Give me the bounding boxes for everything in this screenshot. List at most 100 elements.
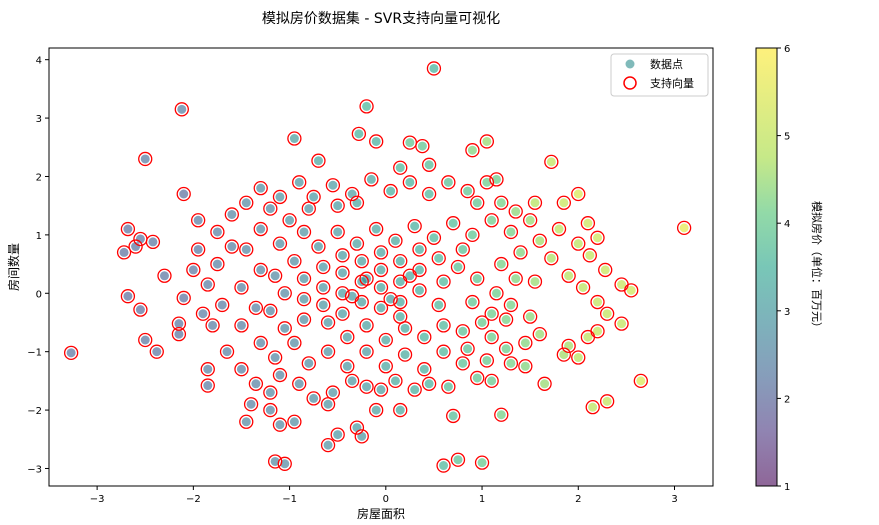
support-vector-marker [171, 316, 187, 331]
support-vector-marker [580, 216, 596, 231]
data-point [376, 265, 386, 275]
data-point [299, 294, 309, 304]
support-vector-marker [544, 251, 559, 266]
data-point [188, 265, 198, 275]
data-point [371, 136, 381, 146]
data-point [66, 348, 76, 358]
data-point [520, 338, 530, 348]
support-vector-marker [344, 289, 360, 304]
support-vector-marker [498, 341, 514, 356]
support-vector-marker [176, 290, 191, 306]
support-vector-marker [508, 204, 523, 219]
support-vector-marker [157, 268, 172, 283]
data-point [177, 104, 187, 114]
data-point [289, 134, 299, 144]
data-point [323, 440, 333, 450]
data-point [357, 297, 367, 307]
data-point [227, 209, 237, 219]
support-vector-marker [138, 151, 153, 167]
data-point [256, 183, 266, 193]
data-point [236, 320, 246, 330]
colorbar-gradient [755, 47, 778, 487]
data-point [626, 285, 636, 295]
x-tick-label: 3 [671, 494, 677, 505]
support-vector-marker [292, 376, 307, 391]
data-point [338, 250, 348, 260]
data-point [390, 376, 400, 386]
data-point [535, 236, 545, 246]
data-point [410, 221, 420, 231]
data-point [275, 370, 285, 380]
data-point [395, 163, 405, 173]
support-vector-marker [431, 297, 446, 313]
support-vector-marker [248, 300, 264, 316]
data-point [501, 344, 511, 354]
data-point [275, 420, 285, 430]
support-vector-marker [373, 382, 389, 397]
data-point [270, 353, 280, 363]
support-vector-marker [200, 277, 215, 292]
data-point [414, 265, 424, 275]
data-point [395, 277, 405, 287]
data-point [477, 458, 487, 468]
data-point [482, 177, 492, 187]
support-vector-marker [561, 338, 576, 353]
support-vector-marker [494, 407, 509, 422]
data-point [376, 282, 386, 292]
data-point [458, 244, 468, 254]
support-vector-marker [383, 183, 398, 199]
support-vector-marker [359, 271, 374, 286]
support-vector-marker [585, 400, 600, 415]
data-point [434, 300, 444, 310]
data-point [573, 239, 583, 249]
support-vector-marker [296, 291, 312, 307]
support-vector-marker [599, 394, 615, 409]
support-vector-marker [219, 344, 235, 359]
support-vector-marker [415, 138, 430, 154]
data-point [294, 379, 304, 389]
data-point [448, 218, 458, 228]
data-point [496, 410, 506, 420]
data-point [333, 227, 343, 237]
support-vector-marker [417, 329, 432, 345]
data-point [578, 282, 588, 292]
data-point [386, 294, 396, 304]
support-vector-marker [378, 332, 393, 348]
data-point [318, 300, 328, 310]
support-vector-marker [335, 306, 350, 321]
data-point [583, 332, 593, 342]
data-point [241, 198, 251, 208]
data-point [424, 379, 434, 389]
data-point [328, 388, 338, 398]
data-point [395, 297, 405, 307]
support-vector-marker [335, 286, 350, 301]
data-point [354, 129, 364, 139]
data-point [366, 174, 376, 184]
data-point [203, 381, 213, 391]
support-vector-marker [388, 373, 403, 389]
data-point [193, 244, 203, 254]
data-point [482, 355, 492, 365]
support-vector-marker [272, 189, 288, 205]
data-point [275, 192, 285, 202]
support-vector-marker [224, 239, 239, 254]
support-vector-marker [306, 391, 321, 406]
support-vector-marker [344, 373, 360, 389]
support-vector-marker [253, 181, 268, 196]
x-axis-label: 房屋面积 [357, 506, 405, 521]
data-point [679, 223, 689, 233]
data-point [520, 361, 530, 371]
data-point [419, 364, 429, 374]
data-point [265, 405, 275, 415]
legend-points-label: 数据点 [650, 57, 683, 71]
data-point [424, 160, 434, 170]
data-point [602, 396, 612, 406]
data-point [477, 317, 487, 327]
support-vector-marker [354, 254, 369, 269]
support-vector-marker [287, 131, 302, 146]
data-point [617, 280, 627, 290]
support-vector-marker [205, 318, 220, 333]
data-point [530, 198, 540, 208]
data-point [265, 306, 275, 316]
data-point [347, 376, 357, 386]
